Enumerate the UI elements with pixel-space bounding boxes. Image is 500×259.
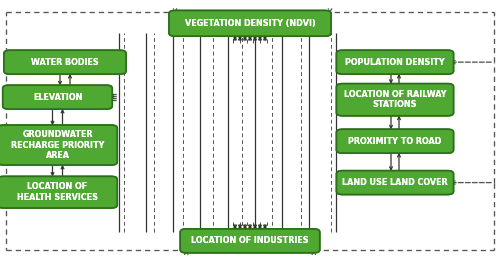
FancyBboxPatch shape xyxy=(169,10,331,36)
Text: LOCATION OF INDUSTRIES: LOCATION OF INDUSTRIES xyxy=(191,236,309,245)
Text: VEGETATION DENSITY (NDVI): VEGETATION DENSITY (NDVI) xyxy=(184,19,316,28)
Text: LAND USE LAND COVER: LAND USE LAND COVER xyxy=(342,178,448,187)
FancyBboxPatch shape xyxy=(336,129,454,153)
FancyBboxPatch shape xyxy=(336,84,454,116)
FancyBboxPatch shape xyxy=(336,171,454,195)
Text: LOCATION OF INDUSTRIES: LOCATION OF INDUSTRIES xyxy=(191,236,309,245)
Text: POPULATION DENSITY: POPULATION DENSITY xyxy=(345,58,445,67)
Text: VEGETATION DENSITY (NDVI): VEGETATION DENSITY (NDVI) xyxy=(184,19,316,28)
FancyBboxPatch shape xyxy=(180,229,320,253)
FancyBboxPatch shape xyxy=(336,129,454,153)
FancyBboxPatch shape xyxy=(0,125,117,165)
FancyBboxPatch shape xyxy=(3,85,112,109)
Text: GROUNDWATER
RECHARGE PRIORITY
AREA: GROUNDWATER RECHARGE PRIORITY AREA xyxy=(11,130,104,160)
Text: LAND USE LAND COVER: LAND USE LAND COVER xyxy=(342,178,448,187)
Text: ELEVATION: ELEVATION xyxy=(33,93,82,102)
FancyBboxPatch shape xyxy=(3,85,112,109)
FancyBboxPatch shape xyxy=(169,10,331,36)
FancyBboxPatch shape xyxy=(336,50,454,74)
FancyBboxPatch shape xyxy=(336,50,454,74)
Text: LOCATION OF
HEALTH SERVICES: LOCATION OF HEALTH SERVICES xyxy=(17,183,98,202)
FancyBboxPatch shape xyxy=(0,176,117,208)
FancyBboxPatch shape xyxy=(4,50,126,74)
Text: GROUNDWATER
RECHARGE PRIORITY
AREA: GROUNDWATER RECHARGE PRIORITY AREA xyxy=(11,130,104,160)
Text: WATER BODIES: WATER BODIES xyxy=(31,58,99,67)
Text: PROXIMITY TO ROAD: PROXIMITY TO ROAD xyxy=(348,137,442,146)
FancyBboxPatch shape xyxy=(180,229,320,253)
FancyBboxPatch shape xyxy=(0,176,117,208)
Text: WATER BODIES: WATER BODIES xyxy=(31,58,99,67)
Text: ELEVATION: ELEVATION xyxy=(33,93,82,102)
Text: LOCATION OF
HEALTH SERVICES: LOCATION OF HEALTH SERVICES xyxy=(17,183,98,202)
Text: LOCATION OF RAILWAY
STATIONS: LOCATION OF RAILWAY STATIONS xyxy=(344,90,446,109)
FancyBboxPatch shape xyxy=(336,171,454,195)
FancyBboxPatch shape xyxy=(4,50,126,74)
Text: POPULATION DENSITY: POPULATION DENSITY xyxy=(345,58,445,67)
Text: PROXIMITY TO ROAD: PROXIMITY TO ROAD xyxy=(348,137,442,146)
Text: LOCATION OF RAILWAY
STATIONS: LOCATION OF RAILWAY STATIONS xyxy=(344,90,446,109)
FancyBboxPatch shape xyxy=(336,84,454,116)
FancyBboxPatch shape xyxy=(0,125,117,165)
